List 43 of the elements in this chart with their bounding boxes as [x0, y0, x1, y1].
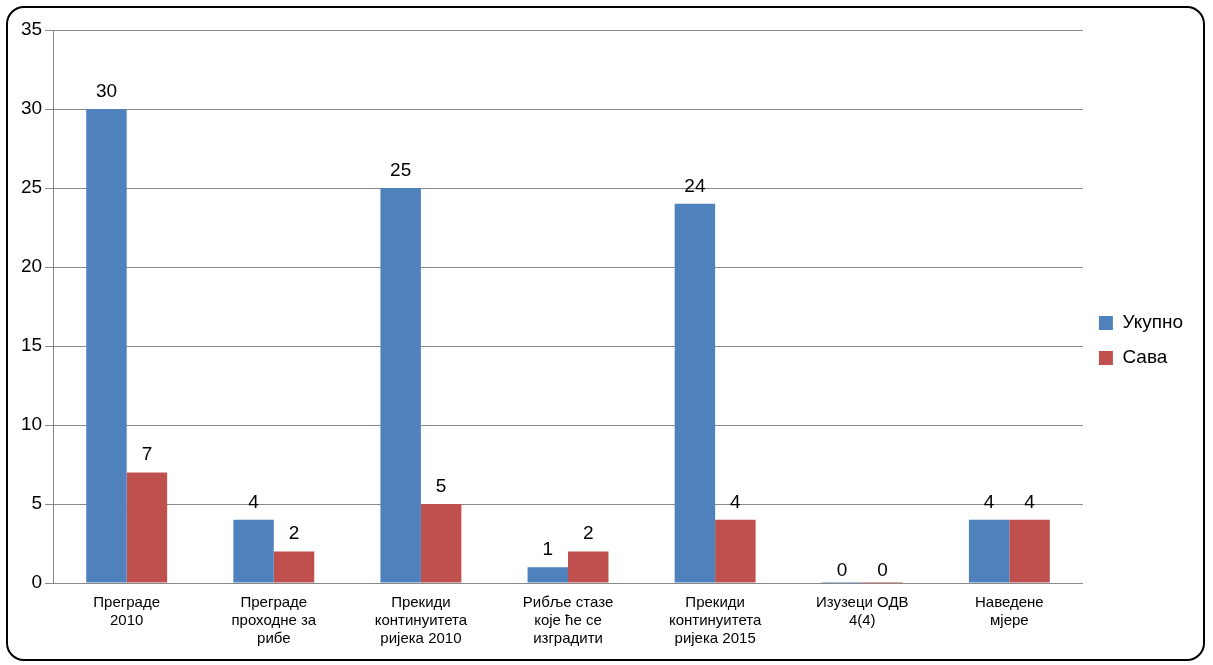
bar [420, 504, 462, 583]
data-label: 4 [983, 490, 995, 512]
x-tick-label: Прекиди континуитета ријека 2010 [374, 593, 468, 647]
data-label: 1 [542, 537, 554, 559]
data-label: 4 [1024, 490, 1036, 512]
data-label: 2 [288, 522, 300, 544]
bar [568, 551, 609, 583]
y-tick-label: 30 [20, 97, 43, 119]
y-tick-label: 25 [20, 176, 43, 198]
data-label: 30 [95, 79, 118, 101]
bar [715, 519, 756, 583]
data-label: 4 [248, 490, 260, 512]
y-tick-label: 5 [31, 492, 43, 514]
x-tick-label: Рибље стазе које ће се изградити [522, 593, 614, 647]
bar [126, 472, 168, 583]
legend-label: Сава [1122, 346, 1168, 368]
bar [273, 551, 315, 583]
bar [233, 519, 274, 583]
x-tick-label: Наведене мјере [974, 593, 1044, 629]
bar [968, 519, 1010, 583]
bar [86, 109, 127, 583]
data-label: 0 [836, 558, 848, 580]
data-label: 24 [684, 174, 706, 196]
y-tick-label: 0 [31, 571, 43, 593]
x-tick-label: Прекиди континуитета ријека 2015 [668, 593, 762, 647]
y-tick-label: 20 [20, 255, 43, 277]
bar [1009, 519, 1050, 583]
x-tick-label: Преграде проходне за рибе [231, 593, 317, 647]
bar [380, 188, 421, 583]
x-tick-label: Преграде 2010 [93, 593, 161, 629]
data-label: 4 [730, 490, 742, 512]
bar [527, 567, 569, 583]
y-tick-label: 35 [20, 18, 43, 40]
data-label: 25 [390, 158, 412, 180]
x-tick-label: Изузеци ОДВ 4(4) [815, 593, 909, 629]
legend-label: Укупно [1122, 311, 1183, 333]
y-tick-label: 15 [20, 334, 43, 356]
data-label: 2 [582, 522, 594, 544]
bar [674, 203, 716, 583]
y-tick-label: 10 [20, 413, 43, 435]
data-label: 5 [435, 474, 447, 496]
data-label: 0 [877, 558, 888, 580]
data-label: 7 [141, 443, 153, 465]
